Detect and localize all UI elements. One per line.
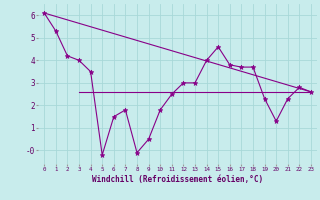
X-axis label: Windchill (Refroidissement éolien,°C): Windchill (Refroidissement éolien,°C) xyxy=(92,175,263,184)
